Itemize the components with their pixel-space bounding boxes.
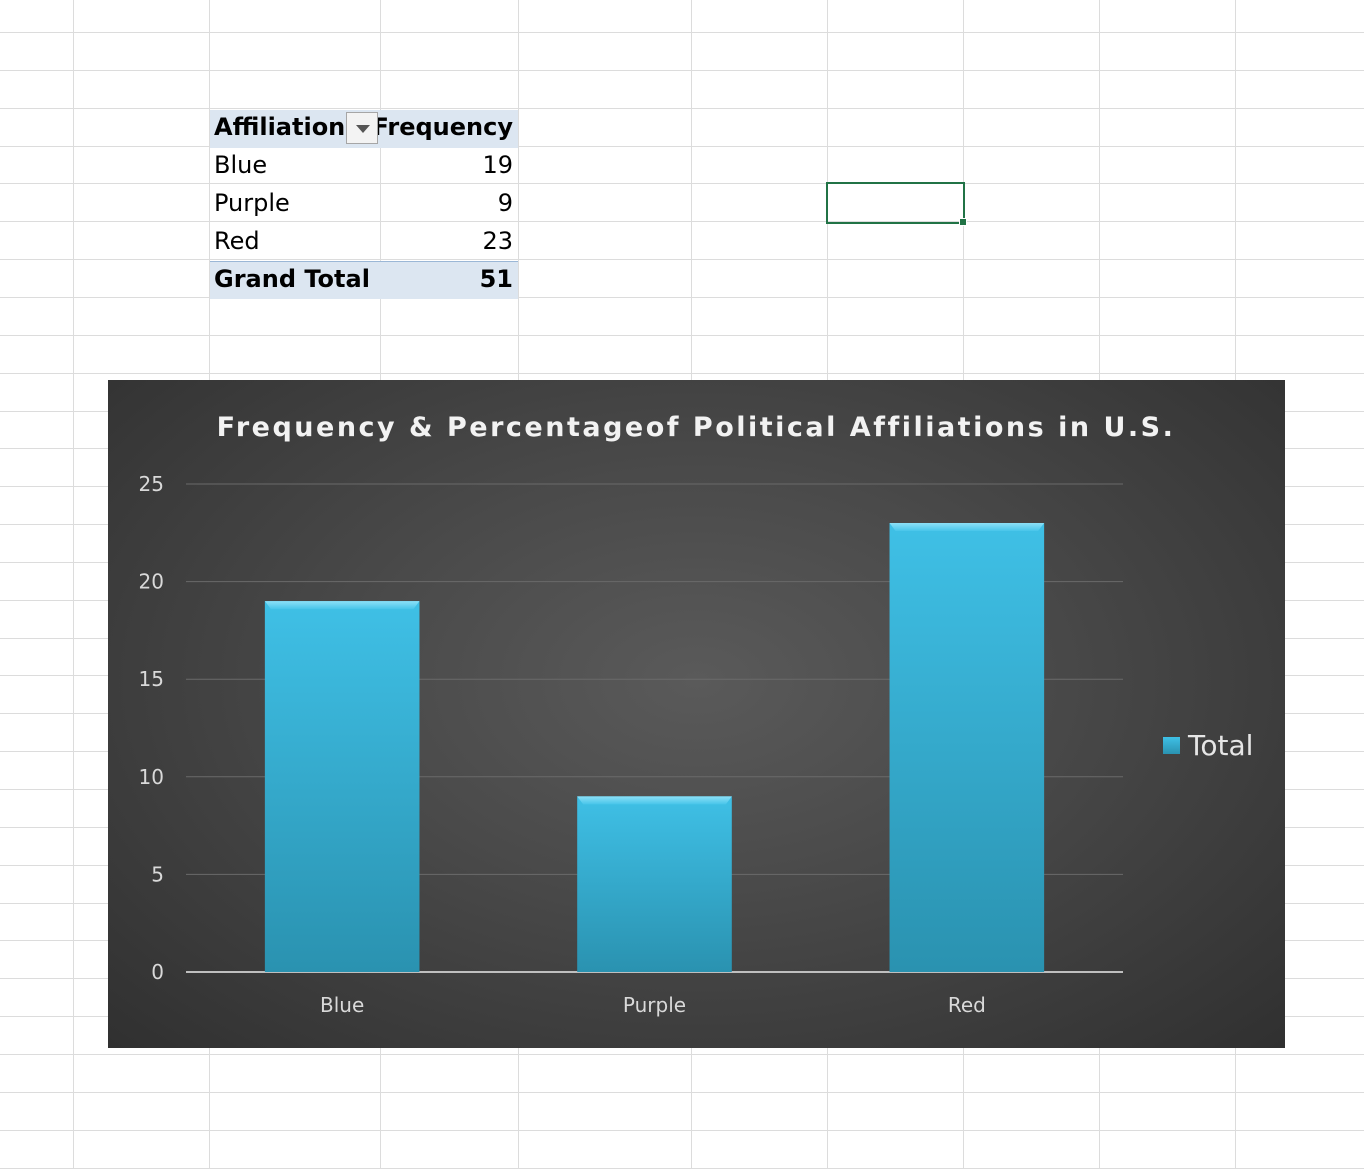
row-gridline: [0, 1130, 1364, 1131]
row-gridline: [0, 259, 1364, 260]
y-tick-label: 5: [151, 862, 164, 886]
row-gridline: [0, 32, 1364, 33]
bar[interactable]: [577, 796, 732, 972]
pivot-row[interactable]: Purple 9: [210, 186, 518, 224]
pivot-total-value: 51: [479, 265, 513, 293]
row-gridline: [0, 1054, 1364, 1055]
y-tick-label: 10: [139, 765, 164, 789]
y-tick-label: 20: [139, 570, 164, 594]
x-tick-label: Purple: [623, 993, 686, 1017]
bar-bevel: [577, 796, 732, 805]
y-tick-label: 0: [151, 960, 164, 984]
column-gridline: [73, 0, 74, 1169]
pivot-row[interactable]: Red 23: [210, 224, 518, 262]
pivot-row-label: Red: [214, 227, 260, 255]
y-tick-label: 15: [139, 667, 164, 691]
bar[interactable]: [264, 601, 420, 972]
fill-handle[interactable]: [959, 218, 967, 226]
row-gridline: [0, 146, 1364, 147]
filter-dropdown-button[interactable]: [346, 112, 378, 144]
chart-legend[interactable]: Total: [1163, 729, 1253, 762]
row-gridline: [0, 297, 1364, 298]
legend-label: Total: [1187, 729, 1253, 762]
x-tick-label: Blue: [320, 993, 364, 1017]
pivot-row-value: 19: [482, 151, 513, 179]
pivot-grand-total-row[interactable]: Grand Total 51: [210, 261, 518, 299]
pivot-row[interactable]: Blue 19: [210, 148, 518, 186]
pivot-row-value: 9: [497, 189, 513, 217]
active-cell-selection[interactable]: [826, 182, 965, 224]
chevron-down-icon: [356, 125, 370, 133]
bar-bevel: [264, 601, 420, 610]
legend-swatch: [1163, 737, 1180, 754]
row-gridline: [0, 335, 1364, 336]
row-gridline: [0, 1092, 1364, 1093]
row-gridline: [0, 183, 1364, 184]
pivot-header-affiliation: Affiliation: [214, 113, 346, 141]
pivot-total-label: Grand Total: [214, 265, 370, 293]
pivot-header-frequency: Frequency: [372, 113, 513, 141]
row-gridline: [0, 70, 1364, 71]
row-gridline: [0, 221, 1364, 222]
row-gridline: [0, 373, 1364, 374]
pivot-row-value: 23: [482, 227, 513, 255]
bar[interactable]: [889, 523, 1045, 972]
row-gridline: [0, 108, 1364, 109]
chart-title: Frequency & Percentageof Political Affil…: [217, 412, 1176, 443]
x-tick-label: Red: [948, 993, 986, 1017]
y-tick-label: 25: [139, 472, 164, 496]
pivot-row-label: Blue: [214, 151, 268, 179]
chart-area[interactable]: Frequency & Percentageof Political Affil…: [108, 380, 1285, 1048]
bar-bevel: [889, 523, 1045, 532]
column-chart: Frequency & Percentageof Political Affil…: [139, 412, 1254, 1017]
pivot-row-label: Purple: [214, 189, 290, 217]
